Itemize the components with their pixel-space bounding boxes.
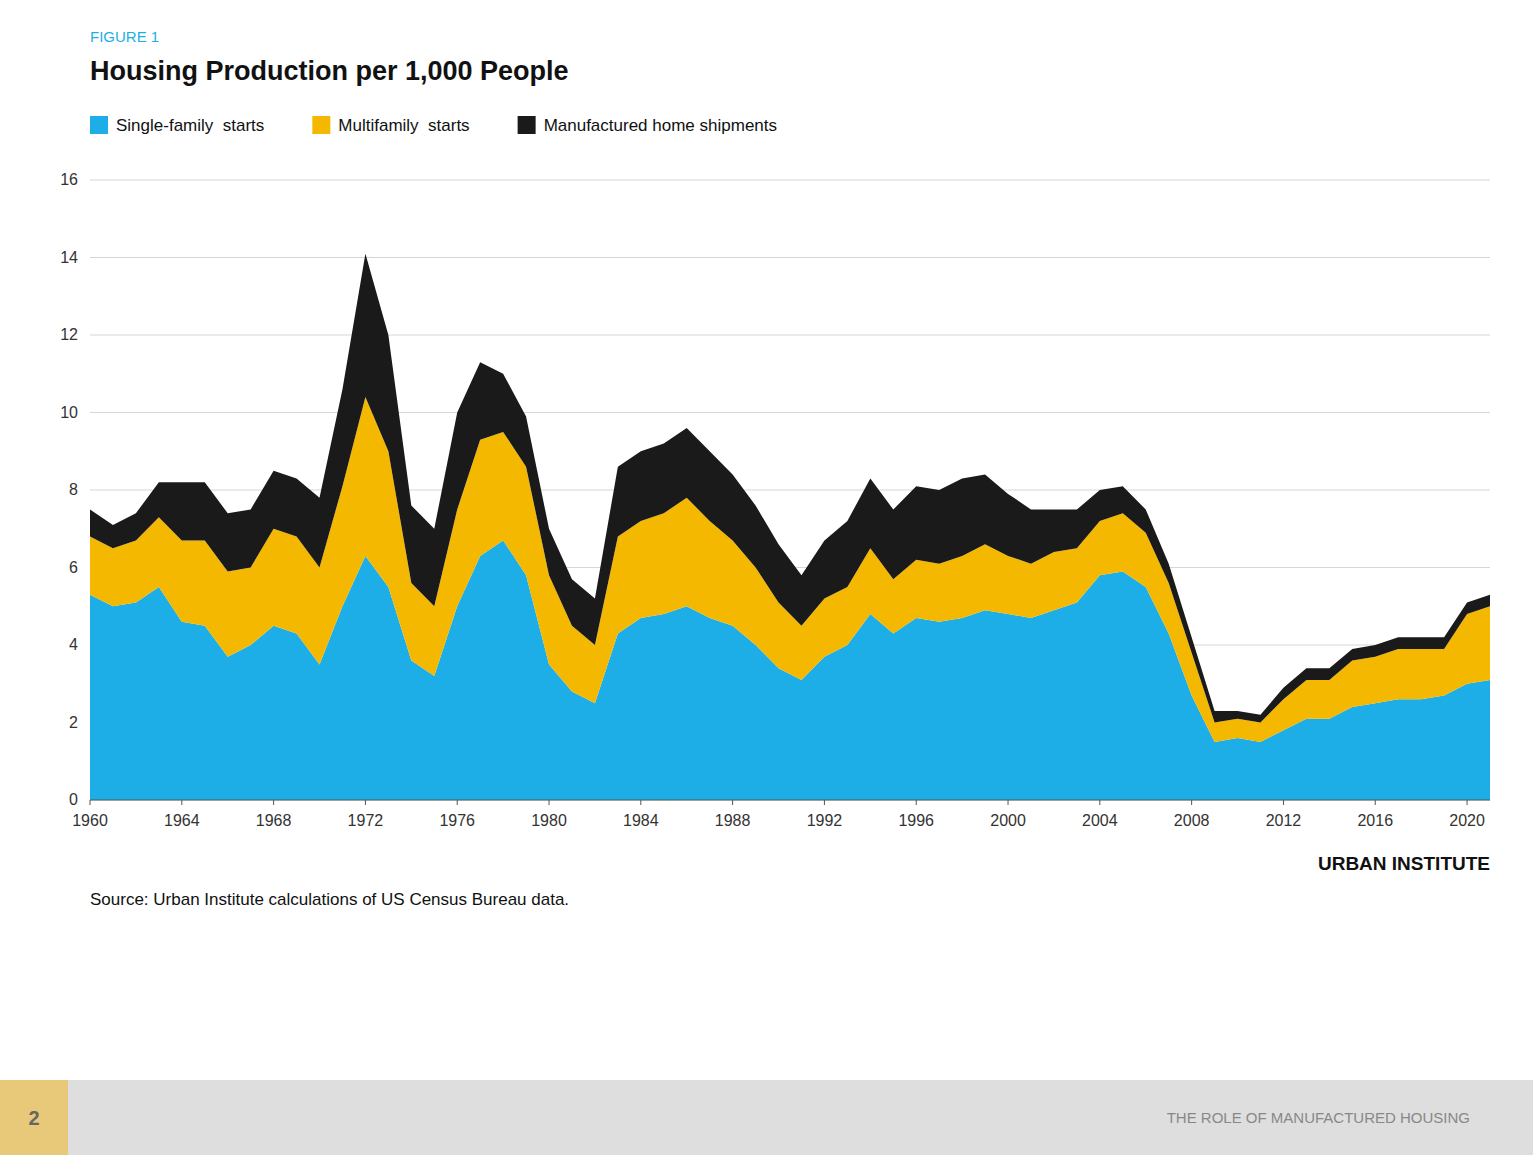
x-tick <box>1375 800 1376 805</box>
x-tick-label: 2012 <box>1266 812 1302 829</box>
area <box>90 254 1490 723</box>
brand: URBAN INSTITUTE <box>1318 853 1490 874</box>
source: Source: Urban Institute calculations of … <box>90 890 569 909</box>
x-tick-label: 1992 <box>807 812 843 829</box>
x-tick <box>273 800 274 805</box>
legend: Single-family starts Multifamily starts Ma… <box>90 116 777 135</box>
x-tick <box>90 800 91 805</box>
areas <box>90 254 1490 800</box>
x-tick <box>181 800 182 805</box>
x-tick-label: 2008 <box>1174 812 1210 829</box>
y-tick-label: 10 <box>60 404 78 421</box>
x-tick <box>824 800 825 805</box>
legend-label: Manufactured home shipments <box>544 116 777 135</box>
x-tick-label: 1960 <box>72 812 108 829</box>
page-number: 2 <box>28 1107 39 1129</box>
grid-line <box>90 180 1490 181</box>
x-tick <box>732 800 733 805</box>
y-tick-label: 8 <box>69 481 78 498</box>
grid-line <box>90 412 1490 413</box>
grid-line <box>90 335 1490 336</box>
x-tick-label: 1996 <box>898 812 934 829</box>
legend-label: Single-family starts <box>116 116 264 135</box>
legend-swatch <box>312 116 330 134</box>
x-tick <box>640 800 641 805</box>
x-tick <box>1467 800 1468 805</box>
x-tick <box>1099 800 1100 805</box>
y-tick-label: 16 <box>60 171 78 188</box>
x-tick <box>1191 800 1192 805</box>
background <box>0 0 1533 1155</box>
x-tick <box>1283 800 1284 805</box>
y-tick-label: 0 <box>69 791 78 808</box>
x-tick-label: 1988 <box>715 812 751 829</box>
x-tick <box>916 800 917 805</box>
x-tick-label: 1972 <box>348 812 384 829</box>
x-tick-label: 2000 <box>990 812 1026 829</box>
x-tick-label: 1984 <box>623 812 659 829</box>
x-tick-label: 1968 <box>256 812 292 829</box>
x-tick-label: 2016 <box>1357 812 1393 829</box>
chart: FIGURE 1 Housing Production per 1,000 Peo… <box>0 0 1533 1155</box>
y-tick-label: 12 <box>60 326 78 343</box>
y-tick-label: 14 <box>60 249 78 266</box>
legend-label: Multifamily starts <box>338 116 469 135</box>
legend-swatch <box>90 116 108 134</box>
y-tick-label: 2 <box>69 714 78 731</box>
footer-text: THE ROLE OF MANUFACTURED HOUSING <box>1167 1109 1470 1126</box>
y-axis: 0 2 4 6 8 10 12 14 16 <box>60 171 1490 808</box>
grid-line <box>90 800 1490 801</box>
x-axis: 1960 1964 1968 1972 1976 1980 1984 1988 1992 1996… <box>72 800 1490 829</box>
figure-label: FIGURE 1 <box>90 28 159 45</box>
x-axis-line <box>90 800 1490 801</box>
x-tick <box>1008 800 1009 805</box>
x-tick-label: 1964 <box>164 812 200 829</box>
page-box <box>0 1080 68 1155</box>
x-tick <box>365 800 366 805</box>
x-tick-label: 1980 <box>531 812 567 829</box>
y-tick-label: 6 <box>69 559 78 576</box>
x-tick-label: 2004 <box>1082 812 1118 829</box>
x-tick-label: 2020 <box>1449 812 1485 829</box>
grid-line <box>90 257 1490 258</box>
y-tick-label: 4 <box>69 636 78 653</box>
x-tick <box>549 800 550 805</box>
legend-swatch <box>518 116 536 134</box>
x-tick-label: 1976 <box>439 812 475 829</box>
x-tick <box>457 800 458 805</box>
footer <box>0 1080 1533 1155</box>
title: Housing Production per 1,000 People <box>90 56 569 86</box>
